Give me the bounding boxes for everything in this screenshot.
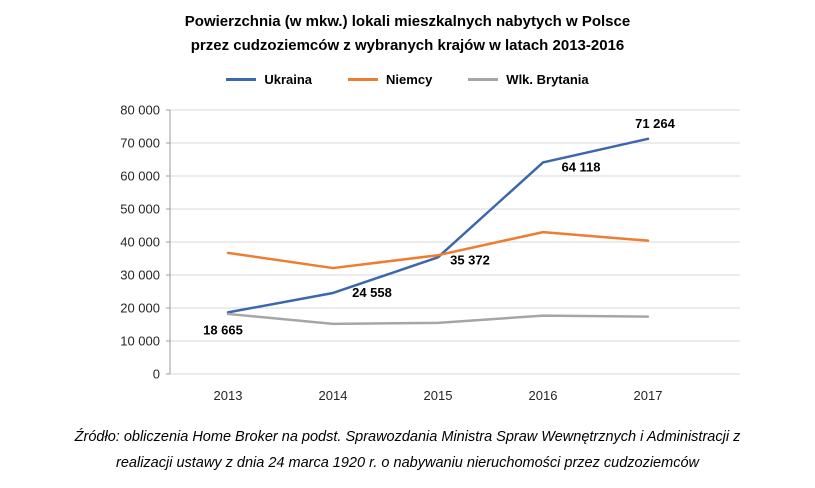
series-line-wlk-brytania [226,312,650,326]
y-tick-label: 60 000 [120,169,160,184]
y-tick-label: 30 000 [120,268,160,283]
y-tick-label: 0 [153,367,160,382]
legend-label-niemcy: Niemcy [386,71,433,87]
legend-item-niemcy: Niemcy [348,72,432,87]
series-line-niemcy [226,230,650,270]
y-tick-label: 50 000 [120,202,160,217]
legend-label-wlk-brytania: Wlk. Brytania [506,71,589,87]
x-tick-label: 2014 [319,388,348,403]
data-label-ukraina: 24 558 [352,285,392,300]
data-label-ukraina: 35 372 [450,252,490,267]
data-label-ukraina: 18 665 [203,322,243,337]
y-tick-label: 70 000 [120,136,160,151]
data-label-ukraina: 64 118 [561,159,600,174]
chart-title-line2: przez cudzoziemców z wybranych krajów w … [190,37,625,54]
source-line2: realizacji ustawy z dnia 24 marca 1920 r… [116,455,699,471]
x-tick-label: 2015 [424,388,453,403]
series-line-ukraina [226,137,650,314]
y-tick-label: 40 000 [120,235,160,250]
legend-line-ukraina [226,77,257,81]
chart-title-line1: Powierzchnia (w mkw.) lokali mieszkalnyc… [184,13,631,30]
legend-line-niemcy [348,77,379,81]
x-tick-label: 2017 [634,388,663,403]
chart-title: Powierzchnia (w mkw.) lokali mieszkalnyc… [0,0,815,58]
y-tick-label: 10 000 [120,334,160,349]
legend-item-ukraina: Ukraina [226,72,312,87]
line-chart-svg: 0 10 000 20 000 30 000 40 000 50 000 60 000 70 … [120,103,740,403]
x-tick-label: 2016 [529,388,558,403]
data-label-ukraina: 71 264 [635,116,676,131]
y-tick-label: 20 000 [120,301,160,316]
source-line1: Źródło: obliczenia Home Broker na podst.… [74,429,741,445]
x-tick-label: 2013 [214,388,243,403]
legend-label-ukraina: Ukraina [264,71,313,87]
legend-item-wlk-brytania: Wlk. Brytania [468,71,589,87]
legend-line-wlk-brytania [468,77,499,81]
legend: Ukraina Niemcy Wlk. Brytania [0,68,815,90]
source-note: Źródło: obliczenia Home Broker na podst.… [0,424,815,476]
y-tick-label: 80 000 [120,103,160,118]
